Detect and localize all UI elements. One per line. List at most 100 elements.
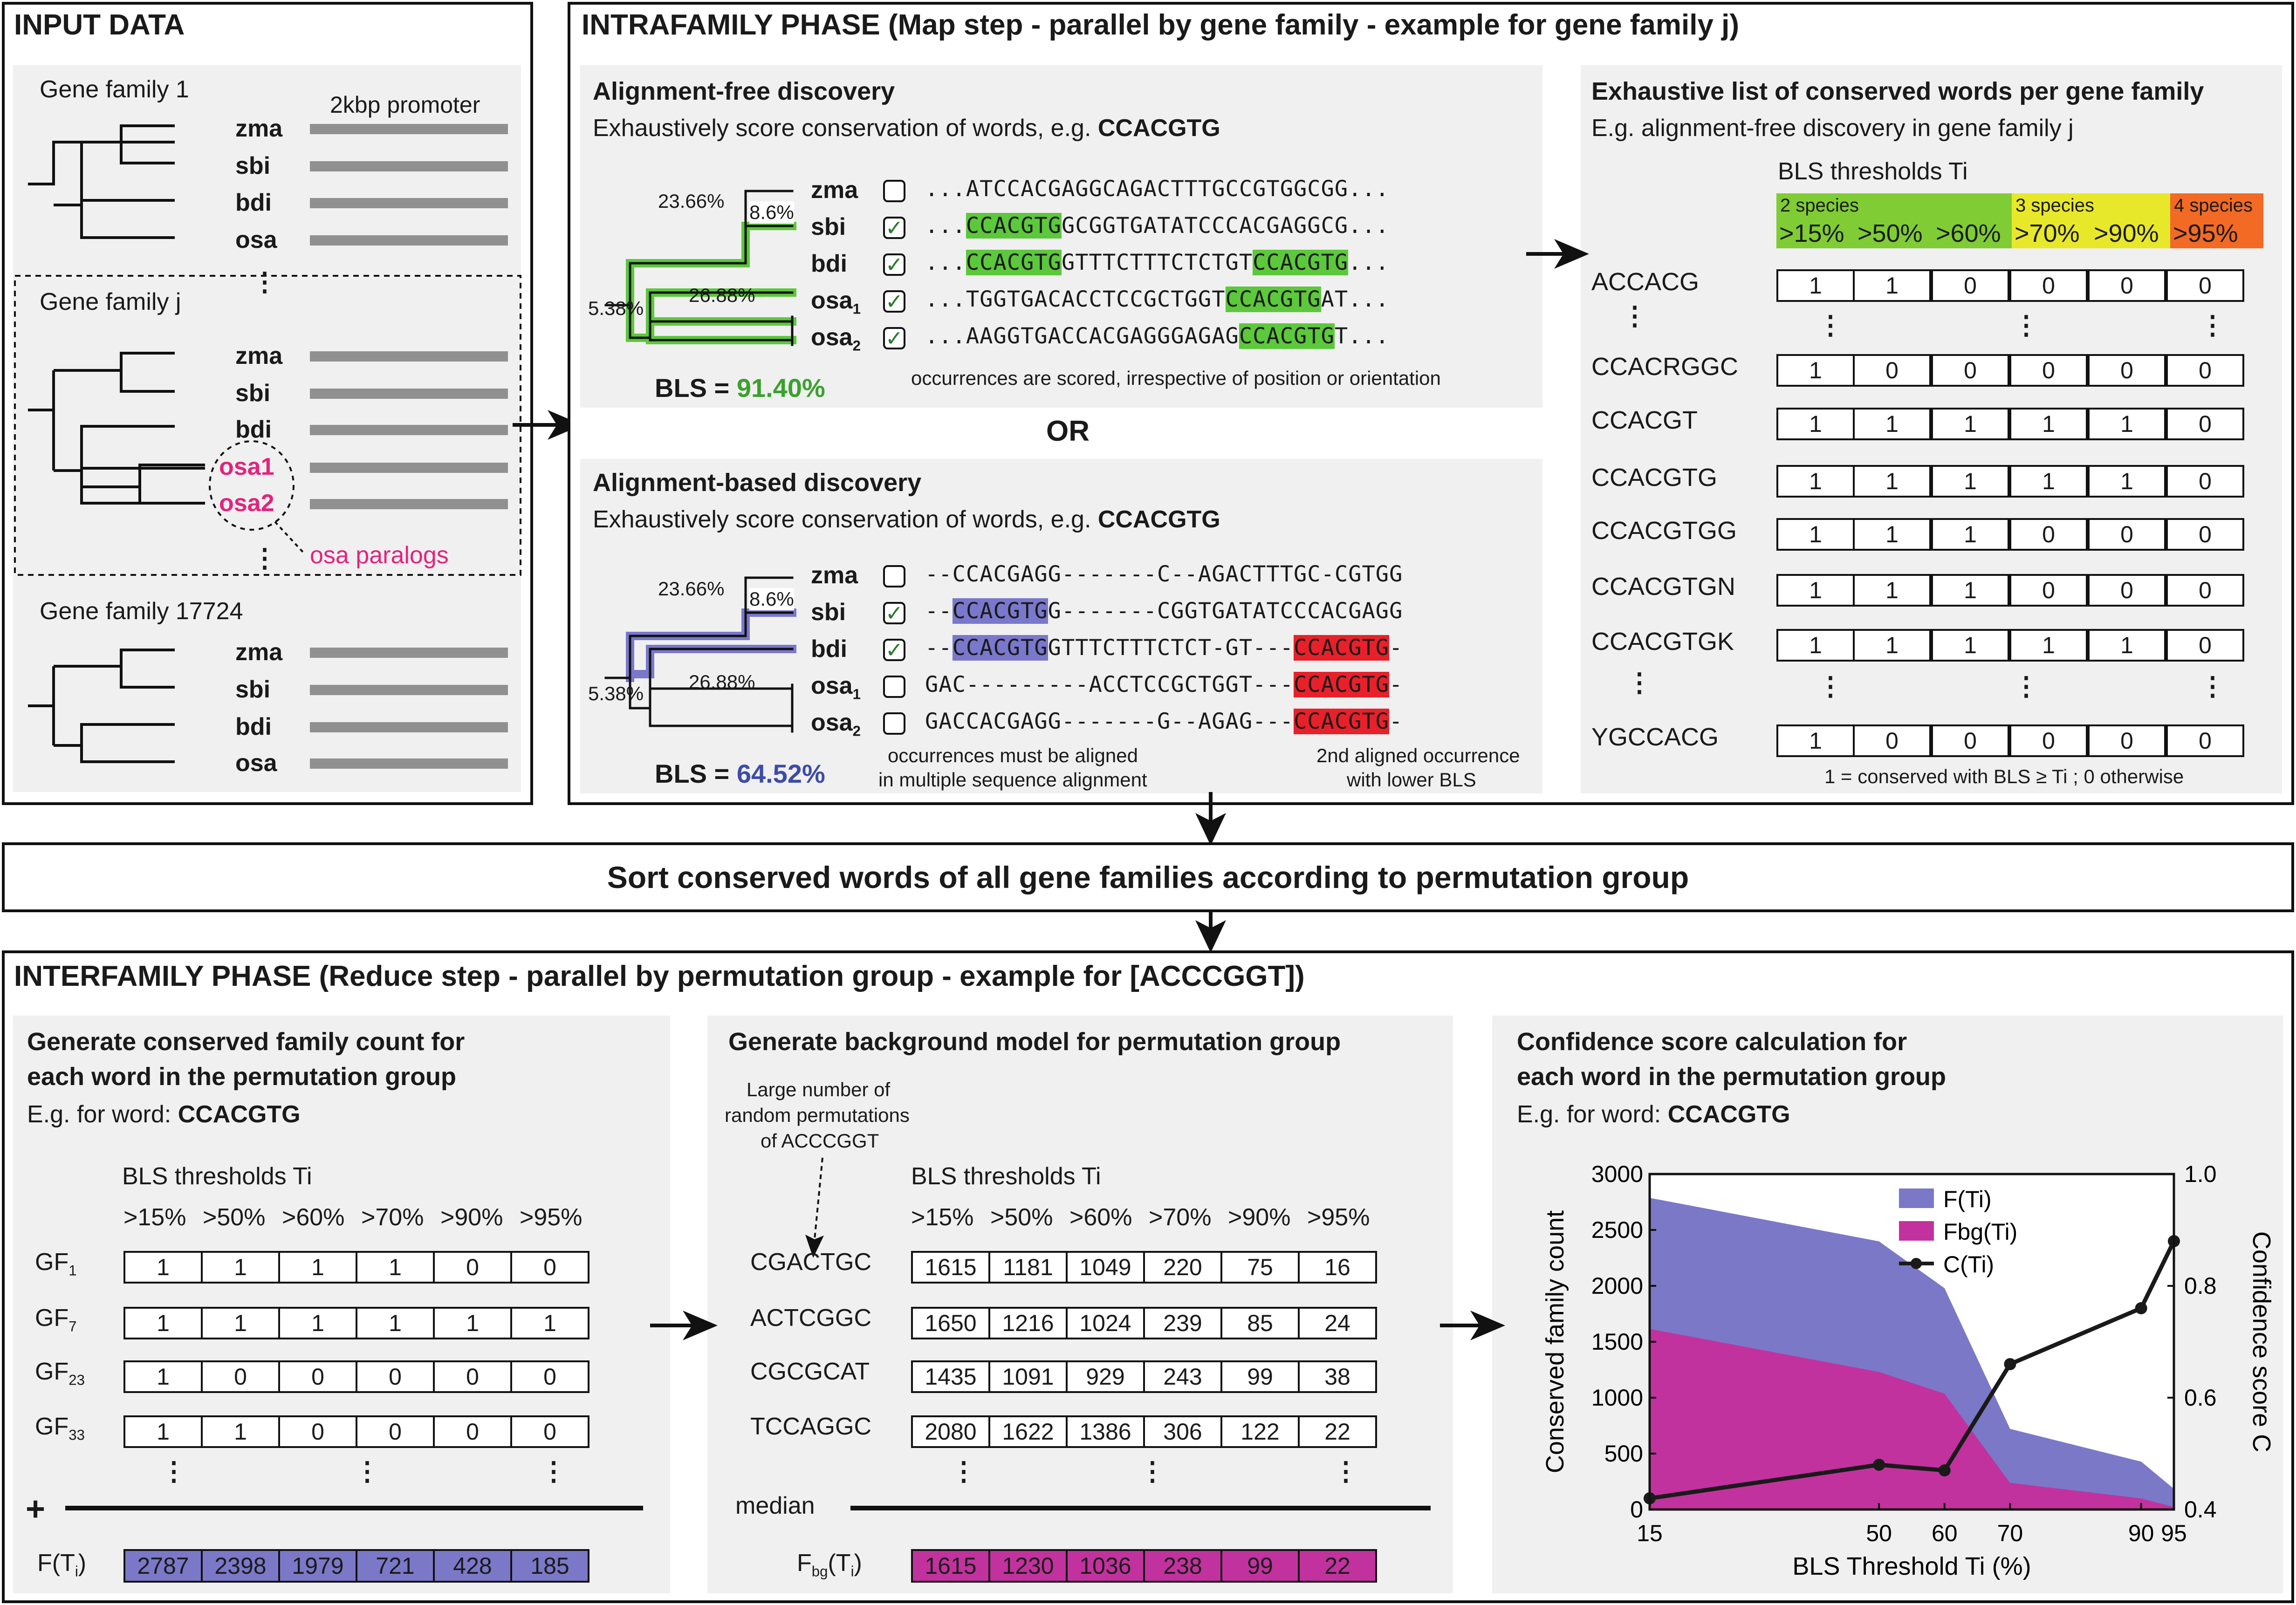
conservation-cell: 1 bbox=[1776, 629, 1855, 662]
conservation-cell: 0 bbox=[2166, 724, 2244, 757]
conservation-cell: 1 bbox=[1776, 408, 1855, 440]
conservation-cell: 1 bbox=[1776, 518, 1855, 551]
tree-family-last bbox=[28, 649, 175, 763]
checkbox-empty bbox=[883, 565, 905, 587]
conservation-cell: 1 bbox=[2009, 408, 2088, 440]
word-label: YGCCACG bbox=[1591, 723, 1719, 751]
af-branch-0: 23.66% bbox=[658, 190, 725, 212]
count-cell: 1 bbox=[201, 1307, 280, 1339]
word-label: CCACRGGC bbox=[1591, 353, 1739, 381]
count-cell: 1615 bbox=[911, 1251, 990, 1284]
align-species-label: zma bbox=[811, 562, 858, 589]
count-heading-1: Generate conserved family count for bbox=[27, 1028, 465, 1056]
row-label: CGCGCAT bbox=[750, 1358, 870, 1385]
ellipsis-2: ⋮ bbox=[252, 543, 278, 573]
af-subtitle: Exhaustively score conservation of words… bbox=[593, 115, 1220, 142]
alignment-based-panel bbox=[580, 459, 1542, 793]
align-species-label: sbi bbox=[811, 213, 846, 240]
count-cell: 22 bbox=[1298, 1415, 1377, 1448]
result-cell-fbg: 1615 bbox=[911, 1549, 990, 1583]
checkbox-checked: ✓ bbox=[883, 217, 905, 239]
checkbox-checked: ✓ bbox=[883, 327, 905, 349]
row-label: GF23 bbox=[35, 1358, 85, 1388]
ellipsis: ⋮ bbox=[1817, 671, 1844, 701]
ab-branch-2: 26.88% bbox=[689, 671, 755, 693]
count-cell: 1 bbox=[356, 1251, 435, 1284]
seq-segment: GACCACGAGG-------G--AGAG--- bbox=[925, 709, 1294, 734]
count-cell: 0 bbox=[278, 1415, 357, 1448]
align-sequence: ...AAGGTGACCACGAGGGAGAGCCACGTGT... bbox=[925, 323, 1389, 349]
ab-tree-lines bbox=[604, 576, 794, 733]
y-tick-label: 2000 bbox=[1591, 1273, 1643, 1299]
motif-highlight: CCACGTG bbox=[966, 213, 1062, 239]
ab-heading: Alignment-based discovery bbox=[593, 469, 922, 497]
background-panel bbox=[707, 1016, 1453, 1593]
family1-sp-0: zma bbox=[235, 115, 283, 142]
count-cell: 99 bbox=[1220, 1360, 1300, 1393]
ab-note-right-1: 2nd aligned occurrence bbox=[1316, 744, 1520, 766]
ab-note-left-1: occurrences must be aligned bbox=[888, 744, 1138, 766]
count-cell: 1 bbox=[123, 1360, 203, 1393]
conservation-cell: 0 bbox=[2166, 465, 2244, 498]
count-cell: 0 bbox=[510, 1251, 589, 1284]
confidence-line bbox=[1649, 1240, 2176, 1501]
seq-segment: ... bbox=[925, 213, 966, 239]
align-sequence: --CCACGTGGTTTCTTTCTCT-GT---CCACGTG- bbox=[925, 635, 1403, 661]
ellipsis: ⋮ bbox=[541, 1456, 567, 1486]
y-tick-label: 2500 bbox=[1591, 1217, 1643, 1243]
align-species-label: osa1 bbox=[811, 672, 861, 703]
conservation-cell: 0 bbox=[2166, 574, 2244, 607]
checkbox-checked: ✓ bbox=[883, 290, 905, 313]
x-tick-label: 50 bbox=[1866, 1520, 1892, 1546]
align-species-label: zma bbox=[811, 177, 858, 204]
word-label: CCACGTG bbox=[1591, 464, 1717, 492]
legend-label: C(Ti) bbox=[1943, 1251, 1994, 1277]
count-cell: 1386 bbox=[1066, 1415, 1145, 1448]
count-cell: 0 bbox=[356, 1415, 435, 1448]
y-tick-label: 3000 bbox=[1591, 1161, 1643, 1187]
tree-family1 bbox=[28, 124, 175, 239]
confidence-point bbox=[1938, 1464, 1951, 1476]
species-group-label: 4 species bbox=[2174, 195, 2253, 216]
paralog-circle bbox=[209, 440, 295, 531]
count-cell: 122 bbox=[1220, 1415, 1300, 1448]
x-tick-label: 90 bbox=[2128, 1520, 2154, 1546]
conservation-cell: 0 bbox=[2166, 629, 2244, 662]
family-last-name: Gene family 17724 bbox=[40, 598, 243, 625]
result-cell-fbg: 99 bbox=[1220, 1549, 1300, 1583]
family-last-sp-3: osa bbox=[235, 750, 277, 777]
threshold-label: >50% bbox=[203, 1204, 266, 1231]
legend-label: F(Ti) bbox=[1943, 1186, 1992, 1212]
motif-highlight: CCACGTG bbox=[1294, 672, 1390, 697]
family1-name: Gene family 1 bbox=[40, 76, 189, 103]
y-tick-label: 0 bbox=[1630, 1496, 1643, 1523]
conservation-cell: 1 bbox=[1776, 354, 1855, 387]
conservation-cell: 1 bbox=[1931, 518, 2009, 551]
conservation-cell: 1 bbox=[2009, 465, 2088, 498]
threshold-label: >95% bbox=[520, 1204, 583, 1231]
species-group-label: 2 species bbox=[1780, 195, 1859, 216]
row-label: CGACTGC bbox=[750, 1249, 871, 1276]
result-cell-f: 721 bbox=[356, 1549, 435, 1583]
arrow-input-head bbox=[548, 410, 583, 440]
threshold-label: >70% bbox=[361, 1204, 424, 1231]
align-species-label: bdi bbox=[811, 635, 847, 662]
seq-segment: -- bbox=[925, 635, 953, 661]
conservation-cell: 0 bbox=[1931, 269, 2009, 302]
ellipsis: ⋮ bbox=[2200, 310, 2226, 340]
result-cell-f: 185 bbox=[510, 1549, 589, 1583]
threshold-label: >70% bbox=[1149, 1204, 1212, 1231]
ellipsis: ⋮ bbox=[2013, 671, 2039, 701]
align-species-label: osa1 bbox=[811, 287, 861, 317]
count-cell: 220 bbox=[1143, 1251, 1222, 1284]
count-panel bbox=[13, 1016, 670, 1593]
ab-note-left-2: in multiple sequence alignment bbox=[878, 769, 1147, 791]
legend-swatch bbox=[1899, 1221, 1934, 1241]
count-heading-2: each word in the permutation group bbox=[27, 1063, 457, 1091]
align-sequence: ...TGGTGACACCTCCGCTGGTCCACGTGAT... bbox=[925, 287, 1389, 312]
confidence-point bbox=[1873, 1459, 1885, 1471]
align-sequence: GACCACGAGG-------G--AGAG---CCACGTG- bbox=[925, 709, 1403, 734]
promoter-bars-family1 bbox=[310, 124, 508, 246]
threshold-label: >70% bbox=[2015, 219, 2080, 247]
